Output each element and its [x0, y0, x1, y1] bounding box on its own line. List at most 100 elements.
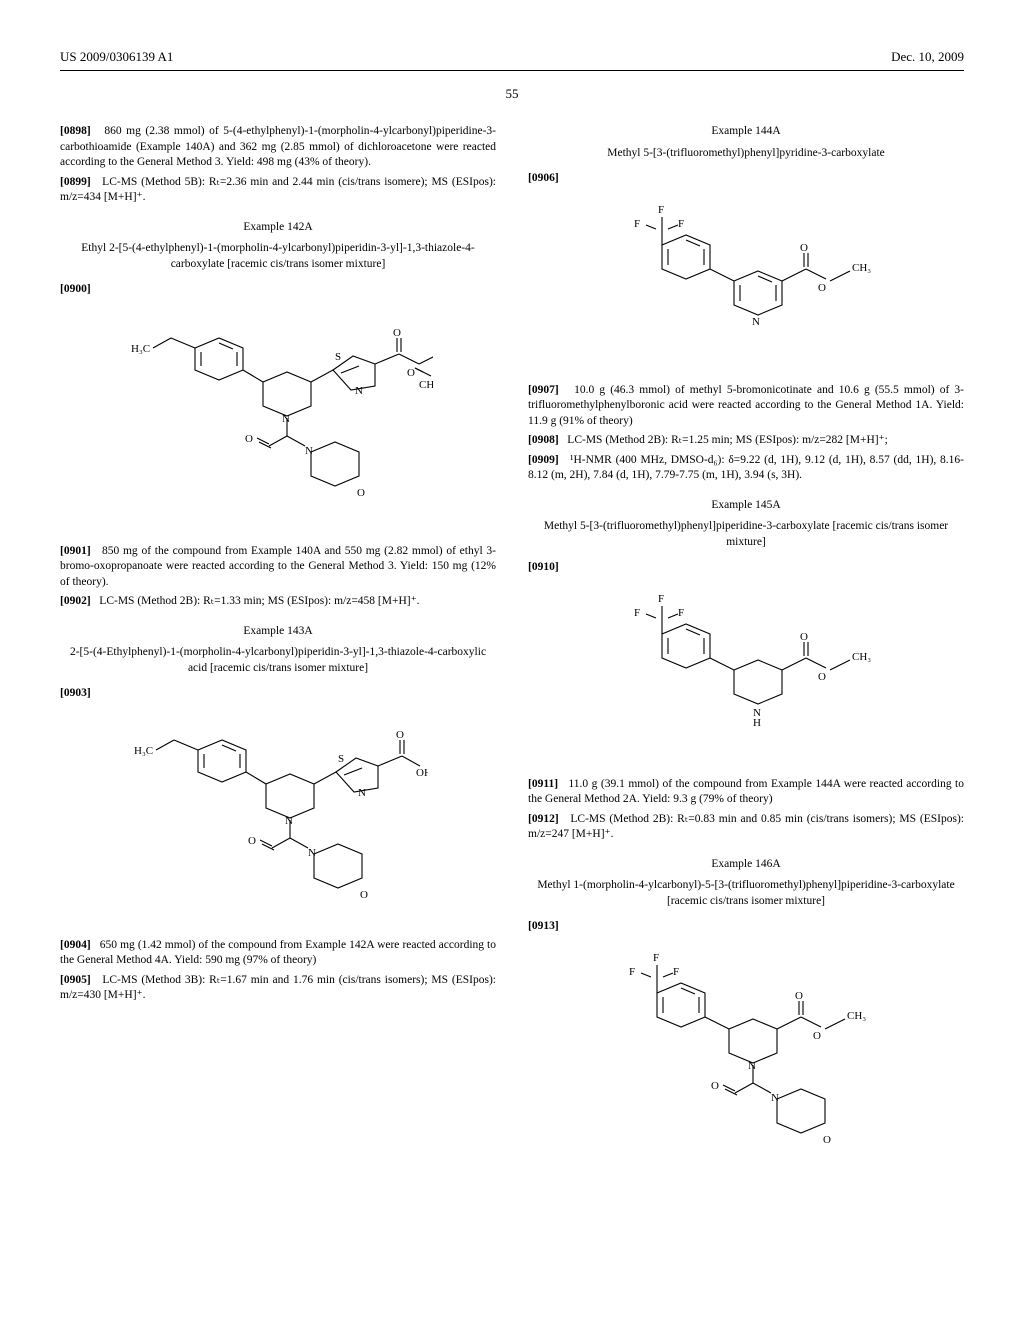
chem-structure-icon: H₃C N S N O OH [128, 714, 428, 924]
svg-text:F: F [658, 593, 664, 605]
paragraph-0913: [0913] [528, 919, 964, 935]
chem-structure-icon: F F F N H O O CH₃ [616, 588, 876, 763]
para-num: [0912] [528, 813, 559, 825]
para-num: [0906] [528, 172, 559, 184]
para-text: LC-MS (Method 3B): Rₜ=1.67 min and 1.76 … [60, 974, 496, 1002]
para-num: [0903] [60, 687, 91, 699]
paragraph-0906: [0906] [528, 171, 964, 187]
example-144a: Example 144A Methyl 5-[3-(trifluoromethy… [528, 124, 964, 369]
para-num: [0898] [60, 125, 91, 137]
svg-text:N: N [355, 385, 363, 397]
svg-text:O: O [818, 282, 826, 294]
svg-text:CH₃: CH₃ [847, 1010, 866, 1022]
para-num: [0910] [528, 561, 559, 573]
para-num: [0908] [528, 434, 559, 446]
page-number: 55 [60, 85, 964, 103]
svg-text:O: O [245, 433, 253, 445]
example-subtitle: 2-[5-(4-Ethylphenyl)-1-(morpholin-4-ylca… [60, 645, 496, 676]
paragraph-0910: [0910] [528, 560, 964, 576]
svg-text:N: N [771, 1092, 779, 1104]
svg-text:H₃C: H₃C [131, 343, 150, 355]
header-rule [60, 70, 964, 71]
svg-text:O: O [396, 729, 404, 741]
svg-text:F: F [653, 952, 659, 964]
para-text: 860 mg (2.38 mmol) of 5-(4-ethylphenyl)-… [60, 125, 496, 168]
example-subtitle: Methyl 1-(morpholin-4-ylcarbonyl)-5-[3-(… [528, 878, 964, 909]
chem-structure-icon: F F F N O O [616, 199, 876, 369]
para-text: 11.0 g (39.1 mmol) of the compound from … [528, 778, 964, 806]
chem-structure-icon: F F F N O O CH₃ [611, 947, 881, 1187]
svg-text:O: O [407, 367, 415, 379]
svg-text:N: N [752, 316, 760, 328]
svg-text:O: O [393, 327, 401, 339]
paragraph-0905: [0905] LC-MS (Method 3B): Rₜ=1.67 min an… [60, 973, 496, 1004]
para-text: LC-MS (Method 2B): Rₜ=1.33 min; MS (ESIp… [99, 595, 419, 607]
structure-146a: F F F N O O CH₃ [528, 947, 964, 1187]
paragraph-0909: [0909] ¹H-NMR (400 MHz, DMSO-d₆): δ=9.22… [528, 453, 964, 484]
svg-text:O: O [813, 1030, 821, 1042]
svg-text:O: O [800, 631, 808, 643]
svg-text:F: F [678, 218, 684, 230]
structure-145a: F F F N H O O CH₃ [528, 588, 964, 763]
svg-text:H₃C: H₃C [134, 745, 153, 757]
svg-text:F: F [678, 607, 684, 619]
svg-text:O: O [800, 242, 808, 254]
paragraph-0899: [0899] LC-MS (Method 5B): Rₜ=2.36 min an… [60, 175, 496, 206]
paragraph-0912: [0912] LC-MS (Method 2B): Rₜ=0.83 min an… [528, 812, 964, 843]
para-text: 850 mg of the compound from Example 140A… [60, 545, 496, 588]
paragraph-0911: [0911] 11.0 g (39.1 mmol) of the compoun… [528, 777, 964, 808]
example-146a: Example 146A Methyl 1-(morpholin-4-ylcar… [528, 857, 964, 1187]
example-145a: Example 145A Methyl 5-[3-(trifluoromethy… [528, 498, 964, 763]
svg-text:F: F [634, 607, 640, 619]
paragraph-0898: [0898] 860 mg (2.38 mmol) of 5-(4-ethylp… [60, 124, 496, 171]
example-143a: Example 143A 2-[5-(4-Ethylphenyl)-1-(mor… [60, 624, 496, 924]
example-subtitle: Ethyl 2-[5-(4-ethylphenyl)-1-(morpholin-… [60, 241, 496, 272]
para-num: [0904] [60, 939, 91, 951]
para-num: [0900] [60, 283, 91, 295]
structure-144a: F F F N O O [528, 199, 964, 369]
para-num: [0901] [60, 545, 91, 557]
svg-text:CH₃: CH₃ [852, 651, 871, 663]
svg-text:N: N [358, 787, 366, 799]
example-title: Example 144A [528, 124, 964, 140]
paragraph-0903: [0903] [60, 686, 496, 702]
para-text: LC-MS (Method 2B): Rₜ=0.83 min and 0.85 … [528, 813, 964, 841]
svg-text:F: F [629, 966, 635, 978]
svg-text:OH: OH [416, 767, 428, 779]
chem-structure-icon: H₃C N S N O [123, 310, 433, 530]
structure-142a: H₃C N S N O [60, 310, 496, 530]
paragraph-0904: [0904] 650 mg (1.42 mmol) of the compoun… [60, 938, 496, 969]
example-title: Example 145A [528, 498, 964, 514]
svg-text:O: O [248, 835, 256, 847]
svg-text:F: F [673, 966, 679, 978]
example-subtitle: Methyl 5-[3-(trifluoromethyl)phenyl]pipe… [528, 519, 964, 550]
page-header: US 2009/0306139 A1 Dec. 10, 2009 [60, 48, 964, 66]
paragraph-0902: [0902] LC-MS (Method 2B): Rₜ=1.33 min; M… [60, 594, 496, 610]
svg-text:F: F [634, 218, 640, 230]
svg-text:N: N [748, 1060, 756, 1072]
paragraph-0900: [0900] [60, 282, 496, 298]
svg-text:O: O [795, 990, 803, 1002]
svg-text:O: O [360, 889, 368, 901]
para-num: [0911] [528, 778, 558, 790]
example-subtitle: Methyl 5-[3-(trifluoromethyl)phenyl]pyri… [528, 146, 964, 162]
example-142a: Example 142A Ethyl 2-[5-(4-ethylphenyl)-… [60, 220, 496, 530]
svg-text:N: N [282, 413, 290, 425]
svg-text:N: N [308, 847, 316, 859]
svg-text:O: O [711, 1080, 719, 1092]
para-text: ¹H-NMR (400 MHz, DMSO-d₆): δ=9.22 (d, 1H… [528, 454, 964, 482]
svg-text:S: S [338, 753, 344, 765]
structure-143a: H₃C N S N O OH [60, 714, 496, 924]
example-title: Example 143A [60, 624, 496, 640]
svg-text:F: F [658, 204, 664, 216]
svg-text:O: O [818, 671, 826, 683]
para-text: LC-MS (Method 5B): Rₜ=2.36 min and 2.44 … [60, 176, 496, 204]
para-text: 10.0 g (46.3 mmol) of methyl 5-bromonico… [528, 384, 964, 427]
svg-text:N: N [305, 445, 313, 457]
example-title: Example 146A [528, 857, 964, 873]
content-columns: [0898] 860 mg (2.38 mmol) of 5-(4-ethylp… [60, 124, 964, 1187]
para-num: [0907] [528, 384, 559, 396]
paragraph-0908: [0908] LC-MS (Method 2B): Rₜ=1.25 min; M… [528, 433, 964, 449]
svg-text:N: N [285, 815, 293, 827]
svg-text:CH₃: CH₃ [852, 262, 871, 274]
